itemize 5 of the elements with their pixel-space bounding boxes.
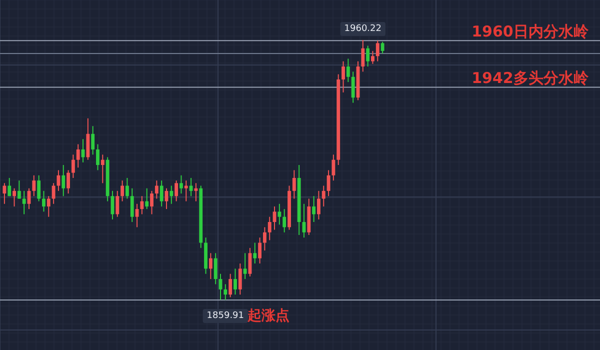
annotation: 1960.22 [344, 24, 382, 34]
ref-line-label: 1960日内分水岭 [472, 22, 590, 41]
annotation: 起涨点 [246, 308, 290, 324]
ref-line-label: 1942多头分水岭 [472, 69, 590, 88]
ref-line-label: 1859.91 [206, 311, 244, 321]
